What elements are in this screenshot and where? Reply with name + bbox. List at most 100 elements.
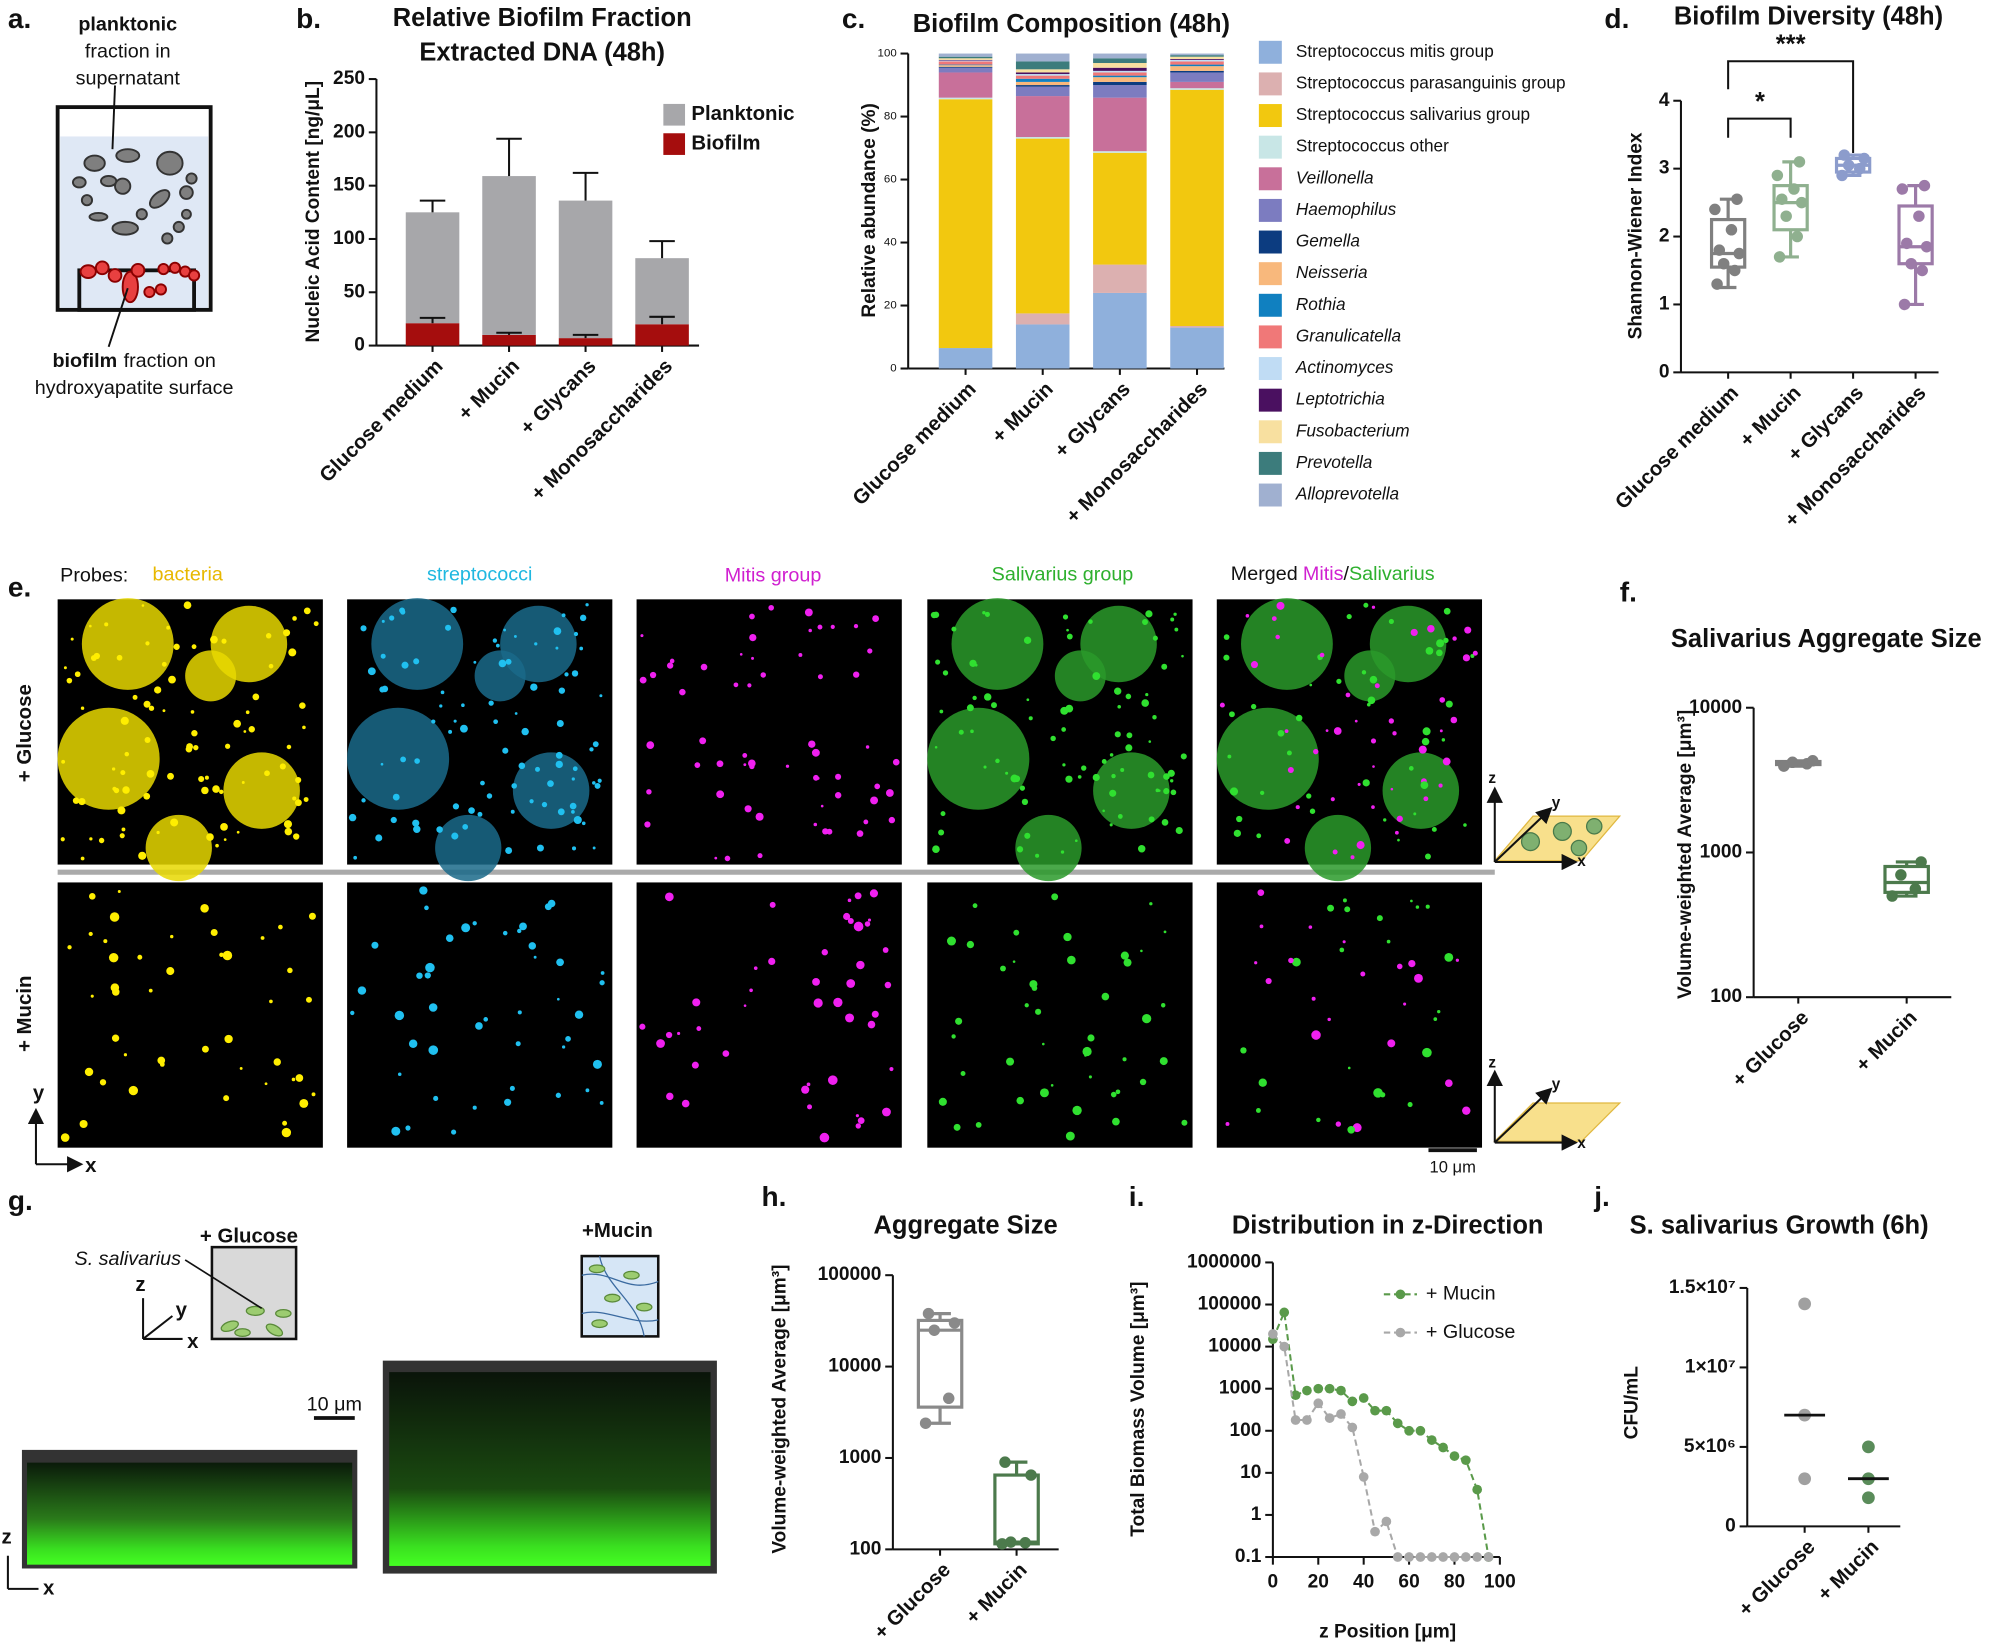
bar-segment [1093, 70, 1147, 73]
signal-dot [1016, 846, 1024, 853]
y-tick-label: 40 [884, 237, 897, 249]
signal-dot [1114, 731, 1121, 738]
signal-dot [509, 1085, 515, 1091]
cell-cluster [1241, 598, 1333, 690]
signal-dot [1450, 716, 1458, 724]
x-tick-label: 40 [1353, 1572, 1374, 1593]
signal-dot [1050, 735, 1056, 742]
point [1438, 1552, 1448, 1562]
legend-label: Streptococcus other [1296, 136, 1449, 156]
point [1336, 1409, 1346, 1419]
bar-segment [1015, 61, 1070, 70]
y-tick-label: 0 [890, 363, 896, 375]
signal-dot [1125, 744, 1133, 752]
signal-dot [498, 659, 507, 668]
y-axis-label: Volume-weighted Average [μm³] [770, 1265, 791, 1554]
signal-dot [220, 823, 228, 831]
signal-dot [313, 621, 319, 627]
x-tick-label: Glucose medium [1611, 382, 1743, 514]
signal-dot [1259, 790, 1265, 796]
signal-dot [827, 1075, 838, 1085]
signal-dot [1443, 607, 1451, 615]
signal-dot [1277, 729, 1285, 737]
signal-dot [808, 628, 812, 633]
signal-dot [666, 662, 674, 669]
signal-dot [561, 613, 566, 618]
signal-dot [401, 661, 409, 669]
signal-dot [1392, 731, 1397, 736]
signal-dot [1148, 740, 1152, 743]
signal-dot [1125, 693, 1132, 700]
point [1358, 1472, 1369, 1482]
signal-dot [798, 653, 803, 657]
point [1370, 1405, 1380, 1416]
signal-dot [1422, 727, 1431, 736]
signal-dot [1063, 932, 1072, 942]
signal-dot [1386, 939, 1391, 944]
signal-dot [123, 1053, 128, 1057]
signal-dot [535, 766, 540, 772]
signal-dot [1370, 738, 1377, 744]
point [999, 1456, 1011, 1468]
signal-dot [191, 644, 197, 650]
point [928, 1324, 941, 1336]
point [1895, 869, 1907, 881]
signal-dot [571, 810, 575, 814]
signal-dot [252, 693, 260, 701]
signal-dot [190, 710, 195, 714]
point [1426, 1435, 1437, 1445]
treatment-label: + Glucose [200, 1225, 298, 1247]
panel-label: h. [762, 1181, 787, 1212]
signal-dot [1167, 769, 1175, 777]
bar-segment [1093, 292, 1147, 369]
point [1381, 1405, 1392, 1416]
signal-dot [1229, 711, 1235, 718]
axis-letter: z [1488, 770, 1496, 787]
signal-dot [204, 775, 209, 780]
y-axis-label: Relative abundance (%) [859, 103, 880, 318]
point [1438, 1442, 1448, 1453]
point [1404, 1552, 1414, 1562]
point [1776, 193, 1788, 205]
signal-dot [1114, 687, 1122, 695]
signal-dot [451, 832, 459, 840]
signal-dot [571, 777, 575, 781]
box [993, 1473, 1040, 1546]
bar-segment [1015, 85, 1070, 87]
legend-swatch [1258, 388, 1282, 412]
signal-dot [847, 898, 852, 903]
bar-segment [1093, 81, 1147, 86]
signal-dot [128, 1085, 138, 1096]
x-tick-label: + Mucin [1852, 1007, 1922, 1077]
signal-dot [112, 988, 120, 996]
legend-swatch [1258, 357, 1282, 381]
signal-dot [1371, 605, 1376, 609]
signal-dot [1028, 716, 1033, 721]
signal-dot [1223, 634, 1230, 640]
panel-label: b. [296, 3, 321, 34]
signal-dot [143, 792, 151, 800]
signal-dot [1152, 635, 1158, 641]
signal-dot [714, 856, 718, 860]
point [1313, 1383, 1324, 1394]
signal-dot [1420, 781, 1429, 789]
signal-dot [1181, 654, 1184, 658]
y-axis-label: Shannon-Wiener Index [1625, 132, 1646, 339]
signal-dot [291, 1077, 296, 1082]
signal-dot [585, 603, 589, 607]
point [1771, 169, 1784, 182]
series-line [1272, 1333, 1489, 1559]
signal-dot [744, 805, 752, 813]
signal-dot [503, 628, 507, 632]
signal-dot [399, 607, 405, 614]
signal-dot [716, 760, 724, 768]
signal-dot [477, 811, 483, 817]
signal-dot [1163, 788, 1170, 795]
point [1279, 1307, 1290, 1318]
cell-cluster [512, 752, 590, 829]
legend-swatch [663, 103, 686, 126]
probes-label: Probes: [60, 565, 128, 587]
chart-title: Distribution in z-Direction [1232, 1211, 1544, 1239]
signal-dot [63, 666, 67, 670]
point [1913, 210, 1925, 222]
